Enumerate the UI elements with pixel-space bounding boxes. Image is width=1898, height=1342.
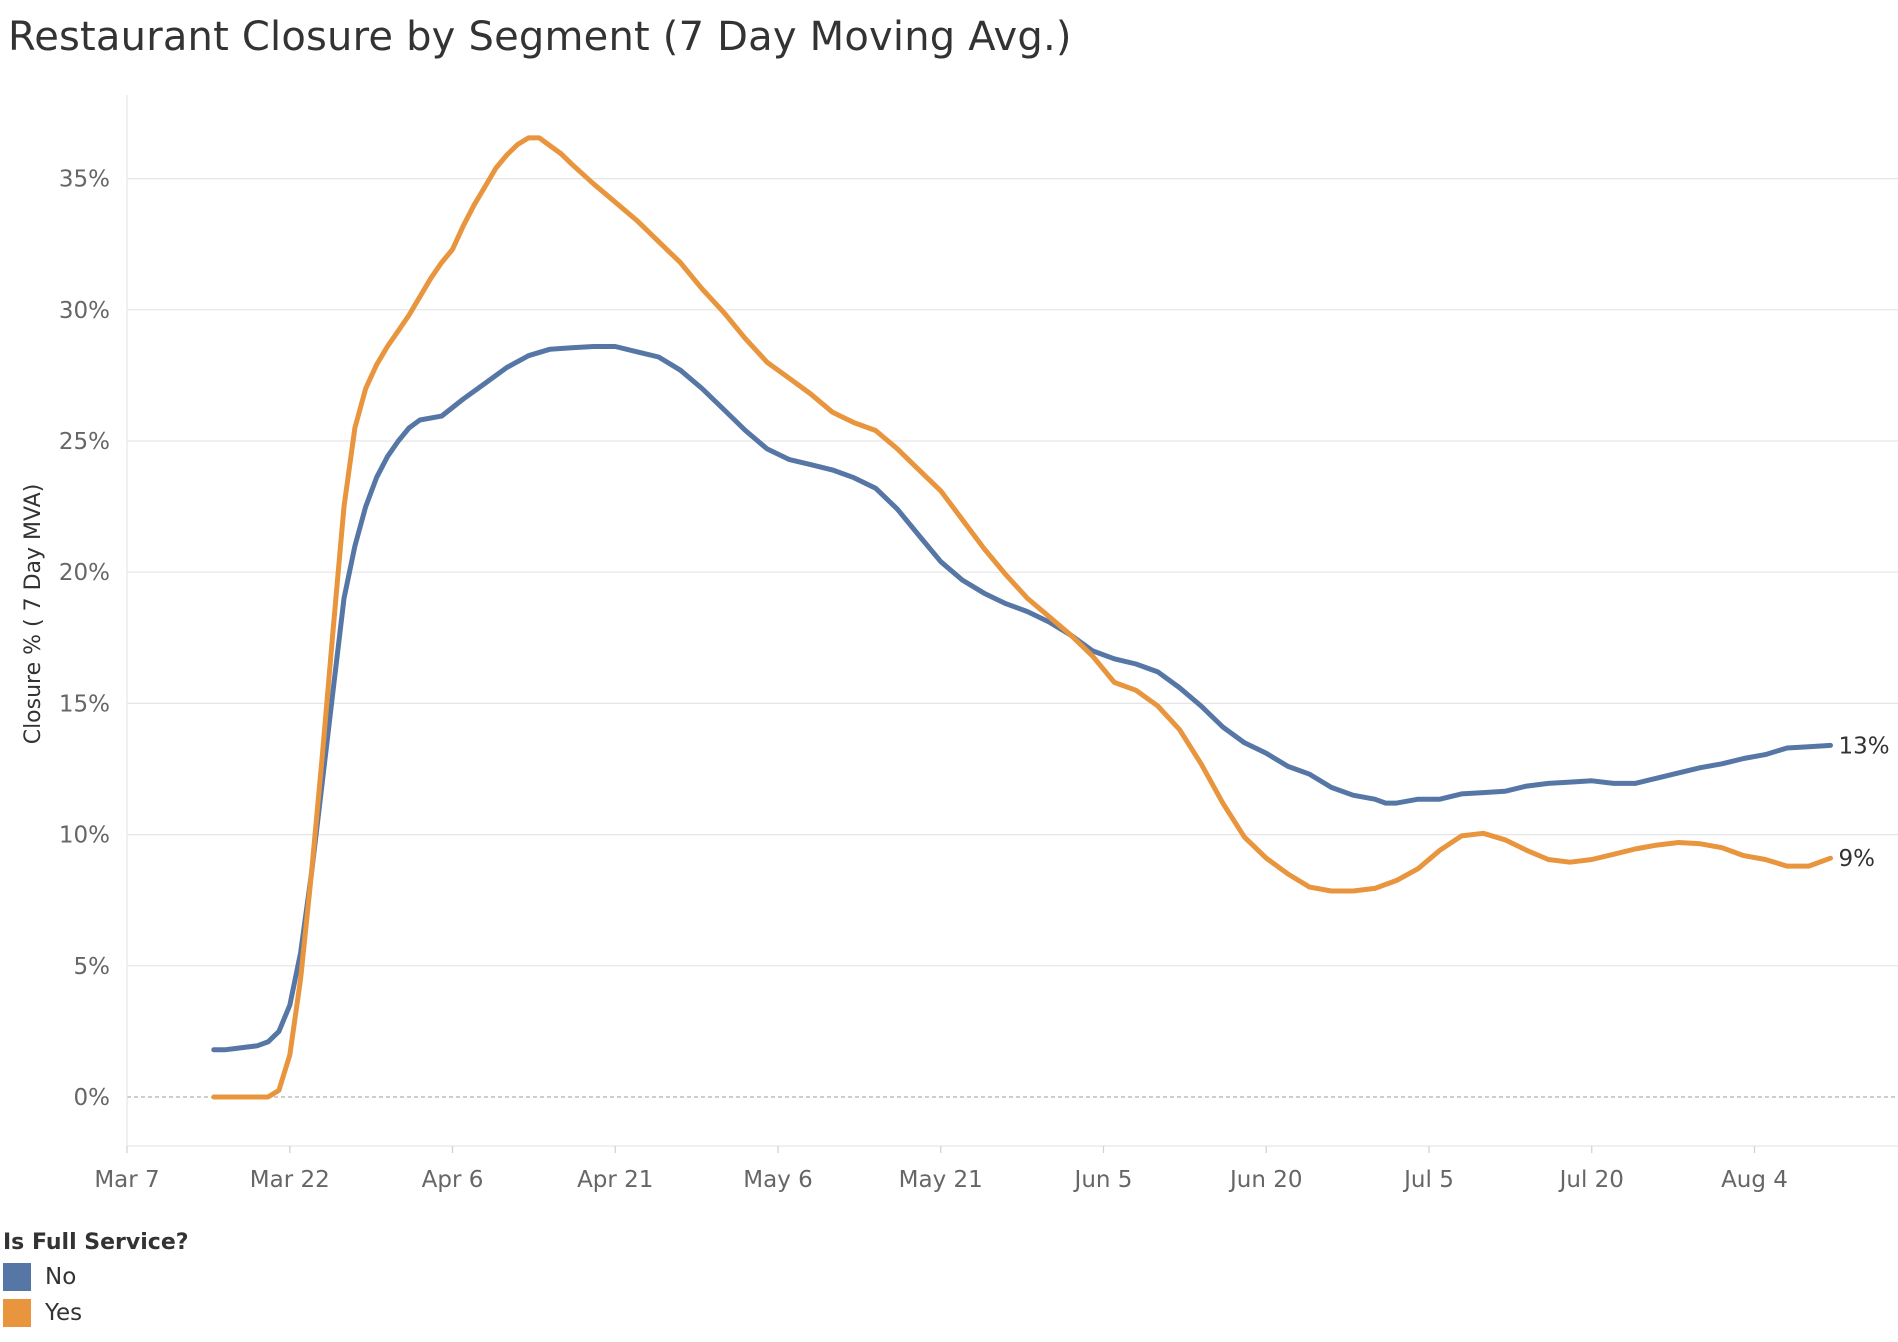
x-tick-label: Mar 22 (250, 1167, 330, 1193)
y-tick-label: 15% (59, 691, 110, 717)
x-tick-label: May 6 (743, 1167, 813, 1193)
axes (126, 95, 1898, 1147)
legend-item-no[interactable]: No (3, 1263, 189, 1291)
y-tick-label: 25% (59, 429, 110, 455)
x-tick-label: Jul 20 (1558, 1167, 1624, 1193)
series-line-no[interactable] (211, 344, 1833, 1053)
x-tick-labels: Mar 7 Mar 22 Apr 6 Apr 21 May 6 May 21 Jun 5 Ju… (94, 1146, 1788, 1193)
legend-label-yes: Yes (45, 1300, 83, 1326)
x-tick-label: Mar 7 (94, 1167, 159, 1193)
gridlines (127, 178, 1898, 1098)
y-tick-label: 20% (59, 560, 110, 586)
x-tick-label: Apr 21 (577, 1167, 653, 1193)
legend-swatch-no (3, 1263, 31, 1291)
chart-title: Restaurant Closure by Segment (7 Day Mov… (8, 14, 1072, 60)
end-label-no: 13% (1838, 733, 1889, 759)
x-tick-label: Aug 4 (1721, 1167, 1788, 1193)
x-tick-label: Jun 20 (1228, 1167, 1303, 1193)
legend-label-no: No (45, 1264, 77, 1290)
end-labels: 13% 9% (1838, 733, 1889, 872)
legend: Is Full Service? No Yes (3, 1230, 189, 1327)
end-label-yes: 9% (1838, 846, 1875, 872)
y-tick-label: 0% (74, 1085, 111, 1111)
legend-title: Is Full Service? (3, 1230, 189, 1255)
y-tick-label: 30% (59, 298, 110, 324)
y-tick-labels: 0% 5% 10% 15% 20% 25% 30% 35% (59, 167, 110, 1111)
y-tick-label: 5% (74, 954, 111, 980)
x-tick-label: Apr 6 (422, 1167, 484, 1193)
series-line-yes[interactable] (211, 135, 1833, 1100)
y-tick-label: 10% (59, 823, 110, 849)
x-tick-label: Jul 5 (1402, 1167, 1454, 1193)
y-tick-label: 35% (59, 167, 110, 193)
legend-swatch-yes (3, 1299, 31, 1327)
y-axis-label: Closure % ( 7 Day MVA) (21, 484, 46, 745)
legend-item-yes[interactable]: Yes (3, 1299, 189, 1327)
x-tick-label: Jun 5 (1073, 1167, 1133, 1193)
x-tick-label: May 21 (899, 1167, 983, 1193)
series-lines (211, 135, 1833, 1100)
